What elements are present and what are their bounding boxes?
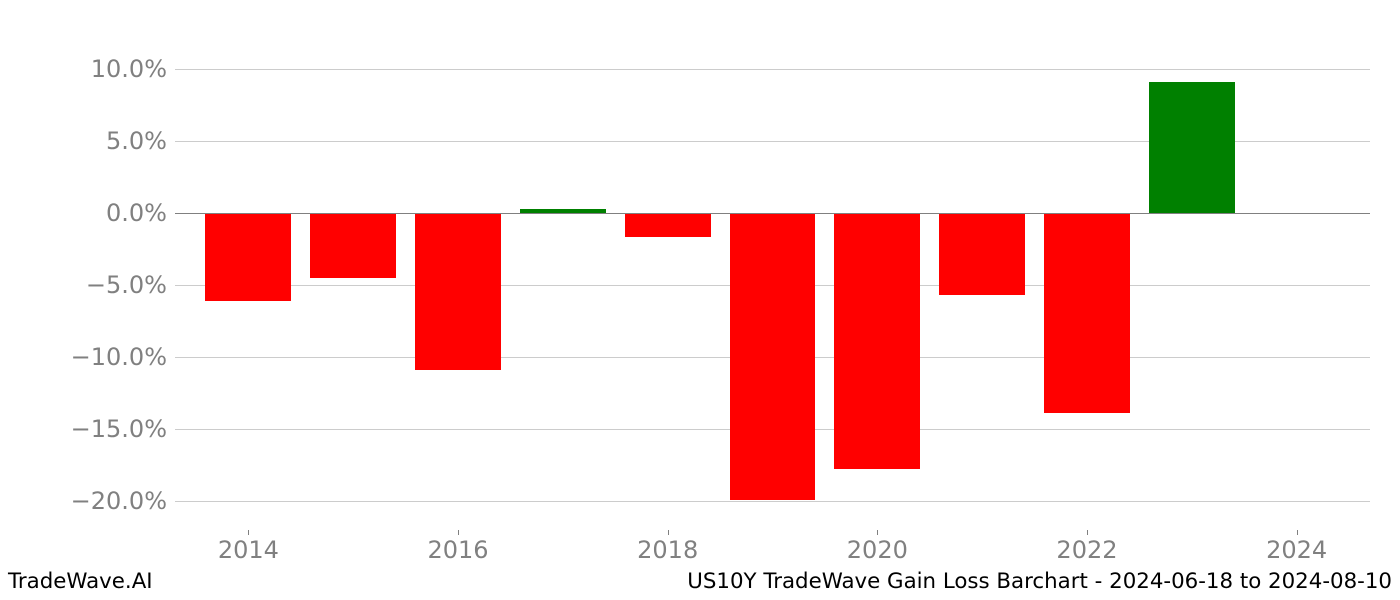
- footer-left-text: TradeWave.AI: [8, 569, 153, 594]
- x-tick-label: 2024: [1266, 530, 1327, 564]
- bar: [939, 213, 1025, 295]
- y-tick-label: −20.0%: [71, 487, 175, 515]
- zero-baseline: [175, 213, 1370, 214]
- y-tick-label: −10.0%: [71, 343, 175, 371]
- y-gridline: [175, 501, 1370, 502]
- bar: [834, 213, 920, 470]
- y-tick-label: 5.0%: [106, 127, 175, 155]
- bar: [1149, 82, 1235, 213]
- y-tick-label: 0.0%: [106, 199, 175, 227]
- x-tick-label: 2018: [637, 530, 698, 564]
- y-tick-label: 10.0%: [91, 55, 175, 83]
- bar: [730, 213, 816, 500]
- plot-area: −20.0%−15.0%−10.0%−5.0%0.0%5.0%10.0%2014…: [175, 40, 1370, 530]
- x-tick-label: 2020: [847, 530, 908, 564]
- x-tick-label: 2014: [218, 530, 279, 564]
- bar: [310, 213, 396, 278]
- bar: [625, 213, 711, 238]
- x-tick-label: 2016: [427, 530, 488, 564]
- footer-right-text: US10Y TradeWave Gain Loss Barchart - 202…: [687, 569, 1392, 594]
- bar: [205, 213, 291, 301]
- chart-canvas: −20.0% −15.0% −10.0% −5.0% 0.0% 5.0% 10.0% 2014…: [0, 0, 1400, 600]
- y-tick-label: −15.0%: [71, 415, 175, 443]
- bar: [1044, 213, 1130, 413]
- y-gridline: [175, 69, 1370, 70]
- y-tick-label: −5.0%: [86, 271, 175, 299]
- bar: [415, 213, 501, 370]
- x-tick-label: 2022: [1056, 530, 1117, 564]
